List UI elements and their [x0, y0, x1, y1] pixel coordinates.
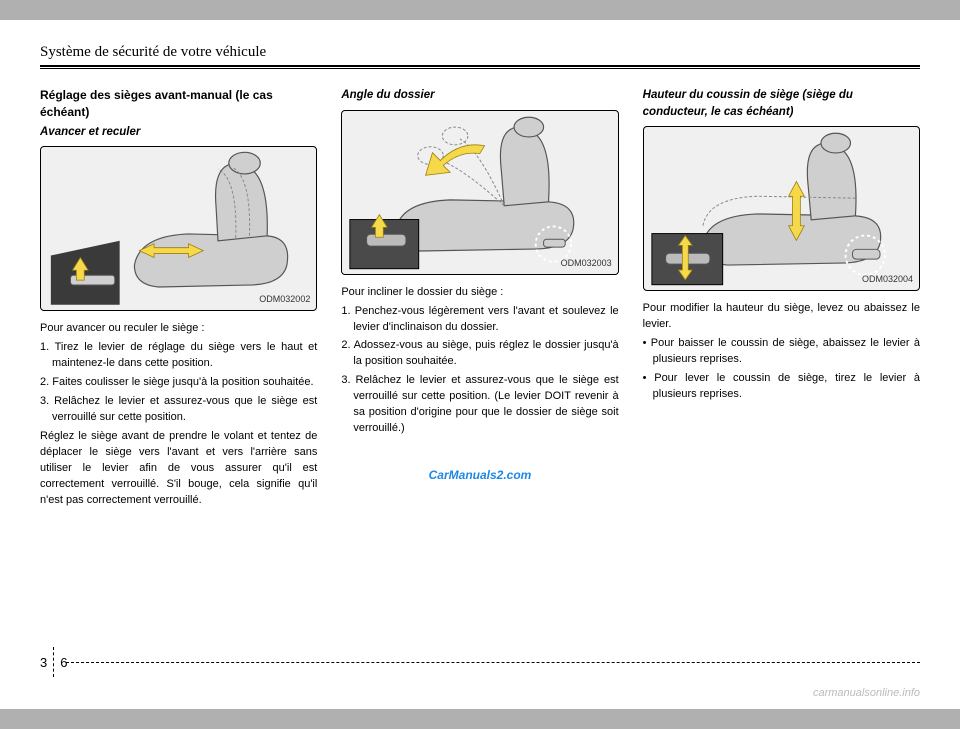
col1-para: Réglez le siège avant de prendre le vola…: [40, 429, 317, 509]
page-number: 3 6: [40, 647, 67, 677]
watermark-text: CarManuals2.com: [341, 467, 618, 484]
col2-step-2: 2. Adossez-vous au siège, puis réglez le…: [341, 338, 618, 370]
col3-body: Pour modifier la hauteur du siège, levez…: [643, 301, 920, 403]
col3-subtitle: Hauteur du coussin de siège (siège du co…: [643, 87, 920, 120]
col3-bullet-1: • Pour baisser le coussin de siège, abai…: [643, 336, 920, 368]
figure-1: ODM032002: [40, 146, 317, 311]
footer-dashed-line: [66, 662, 920, 663]
content-columns: Réglage des sièges avant-manual (le cas …: [40, 87, 920, 512]
column-1: Réglage des sièges avant-manual (le cas …: [40, 87, 317, 512]
figure-3: ODM032004: [643, 126, 920, 291]
seat-forward-back-icon: [41, 147, 316, 310]
page-header: Système de sécurité de votre véhicule: [40, 44, 920, 67]
col2-step-3: 3. Relâchez le levier et assurez-vous qu…: [341, 373, 618, 437]
col2-step-1: 1. Penchez-vous légèrement vers l'avant …: [341, 304, 618, 336]
page-number-separator: [53, 647, 54, 677]
manual-page: Système de sécurité de votre véhicule Ré…: [0, 20, 960, 709]
column-2: Angle du dossier: [341, 87, 618, 512]
header-underline: [40, 68, 920, 69]
col1-intro: Pour avancer ou reculer le siège :: [40, 321, 317, 337]
seat-recline-icon: [342, 111, 617, 274]
page-number-value: 6: [60, 655, 67, 670]
figure-2: ODM032003: [341, 110, 618, 275]
col1-subtitle: Avancer et reculer: [40, 124, 317, 141]
chapter-number: 3: [40, 655, 47, 670]
col2-body: Pour incliner le dossier du siège : 1. P…: [341, 285, 618, 437]
col1-body: Pour avancer ou reculer le siège : 1. Ti…: [40, 321, 317, 508]
col2-intro: Pour incliner le dossier du siège :: [341, 285, 618, 301]
column-3: Hauteur du coussin de siège (siège du co…: [643, 87, 920, 512]
col3-intro: Pour modifier la hauteur du siège, levez…: [643, 301, 920, 333]
col3-bullet-2: • Pour lever le coussin de siège, tirez …: [643, 371, 920, 403]
col1-step-3: 3. Relâchez le levier et assurez-vous qu…: [40, 394, 317, 426]
figure-3-label: ODM032004: [862, 273, 913, 286]
figure-2-label: ODM032003: [561, 257, 612, 270]
figure-1-label: ODM032002: [259, 293, 310, 306]
col1-title: Réglage des sièges avant-manual (le cas …: [40, 87, 317, 122]
seat-height-icon: [644, 127, 919, 290]
col1-step-1: 1. Tirez le levier de réglage du siège v…: [40, 340, 317, 372]
col2-subtitle: Angle du dossier: [341, 87, 618, 104]
col1-step-2: 2. Faites coulisser le siège jusqu'à la …: [40, 375, 317, 391]
